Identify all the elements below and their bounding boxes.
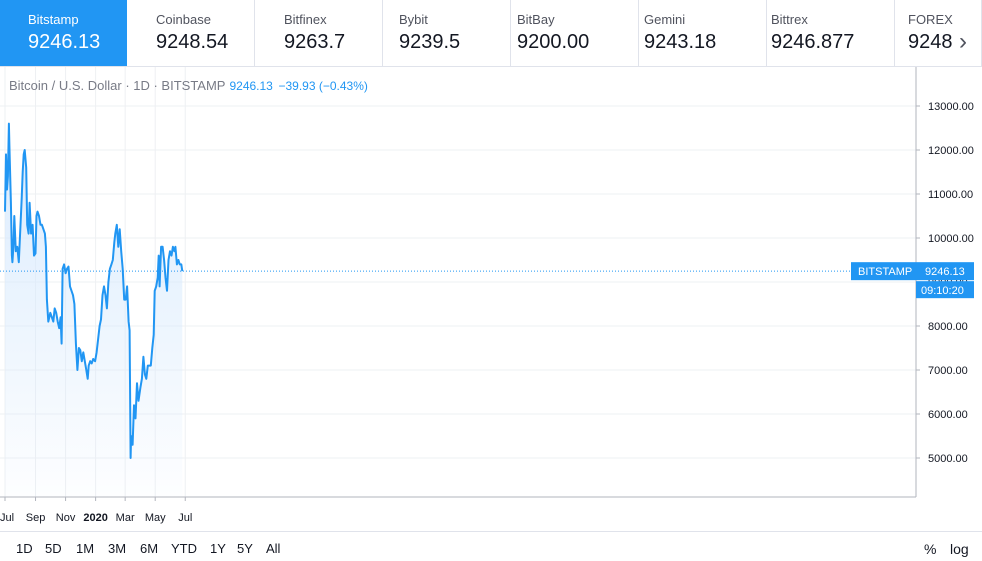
exchange-price-tag	[851, 262, 916, 281]
y-tick-label: 12000.00	[928, 145, 974, 157]
bottom-toolbar: 1D 5D 1M 3M 6M YTD 1Y 5Y All % log	[0, 531, 982, 561]
price-chart[interactable]: 5000.006000.007000.008000.009000.0010000…	[0, 67, 982, 527]
y-tick-label: 5000.00	[928, 453, 968, 465]
log-toggle[interactable]: log	[950, 541, 969, 557]
period-5y[interactable]: 5Y	[237, 541, 253, 556]
x-tick-label: Nov	[56, 512, 76, 524]
period-ytd[interactable]: YTD	[171, 541, 197, 556]
tab-name: BitBay	[517, 12, 555, 27]
tab-name: Gemini	[644, 12, 686, 27]
chart-legend: Bitcoin / U.S. Dollar · 1D · BITSTAMP 924…	[9, 78, 368, 93]
price-area	[4, 123, 183, 497]
period-all[interactable]: All	[266, 541, 281, 556]
tab-name: Bittrex	[771, 12, 808, 27]
period-1y[interactable]: 1Y	[210, 541, 226, 556]
legend-change: −39.93 (−0.43%)	[278, 79, 368, 93]
x-tick-label: 2020	[83, 512, 107, 524]
percent-toggle[interactable]: %	[924, 541, 937, 557]
exchange-tabs: Bitstamp 9246.13 Coinbase 9248.54 Bitfinex 92…	[0, 0, 982, 67]
x-tick-label: May	[145, 512, 166, 524]
tab-name: Bybit	[399, 12, 428, 27]
tab-coinbase[interactable]: Coinbase 9248.54	[128, 0, 255, 66]
tab-name: Bitfinex	[284, 12, 327, 27]
y-tick-label: 10000.00	[928, 233, 974, 245]
countdown-tag	[916, 281, 974, 299]
exchange-price-tag-label: BITSTAMP	[858, 266, 912, 278]
tab-forex[interactable]: FOREX 9248	[896, 0, 982, 66]
tab-value: 9248.54	[156, 31, 229, 53]
y-tick-label: 6000.00	[928, 409, 968, 421]
x-tick-label: Mar	[116, 512, 135, 524]
axis-price-tag	[916, 262, 974, 281]
tab-name: Coinbase	[156, 12, 211, 27]
tab-gemini[interactable]: Gemini 9243.18	[640, 0, 767, 66]
y-tick-label: 11000.00	[928, 189, 973, 201]
countdown-tag-time: 09:10:20	[921, 285, 964, 297]
x-tick-label: Jul	[0, 512, 14, 524]
tab-value: 9246.877	[771, 31, 855, 53]
period-1m[interactable]: 1M	[76, 541, 95, 556]
tab-bitbay[interactable]: BitBay 9200.00	[512, 0, 639, 66]
period-1d[interactable]: 1D	[16, 541, 33, 556]
x-tick-label: Jul	[178, 512, 192, 524]
chevron-right-icon[interactable]: ›	[959, 28, 967, 55]
legend-value: 9246.13	[229, 79, 273, 93]
tab-value: 9243.18	[644, 31, 717, 53]
y-tick-label: 8000.00	[928, 321, 968, 333]
period-3m[interactable]: 3M	[108, 541, 127, 556]
tab-bybit[interactable]: Bybit 9239.5	[384, 0, 511, 66]
legend-title: Bitcoin / U.S. Dollar · 1D · BITSTAMP	[9, 78, 226, 93]
tab-value: 9200.00	[517, 31, 590, 53]
price-line	[4, 122, 184, 459]
axis-price-tag-value: 9246.13	[925, 266, 965, 278]
y-tick-label: 7000.00	[928, 365, 968, 377]
tab-name: Bitstamp	[28, 12, 79, 27]
tab-value: 9239.5	[399, 31, 461, 53]
y-tick-label: 13000.00	[928, 101, 974, 113]
tab-value: 9263.7	[284, 31, 346, 53]
tab-value: 9246.13	[28, 31, 101, 53]
tab-value: 9248	[908, 31, 953, 53]
tab-bitstamp[interactable]: Bitstamp 9246.13	[0, 0, 127, 66]
tab-bitfinex[interactable]: Bitfinex 9263.7	[256, 0, 383, 66]
tab-bittrex[interactable]: Bittrex 9246.877	[768, 0, 895, 66]
tab-name: FOREX	[908, 12, 953, 27]
period-5d[interactable]: 5D	[45, 541, 62, 556]
period-6m[interactable]: 6M	[140, 541, 159, 556]
x-tick-label: Sep	[26, 512, 46, 524]
